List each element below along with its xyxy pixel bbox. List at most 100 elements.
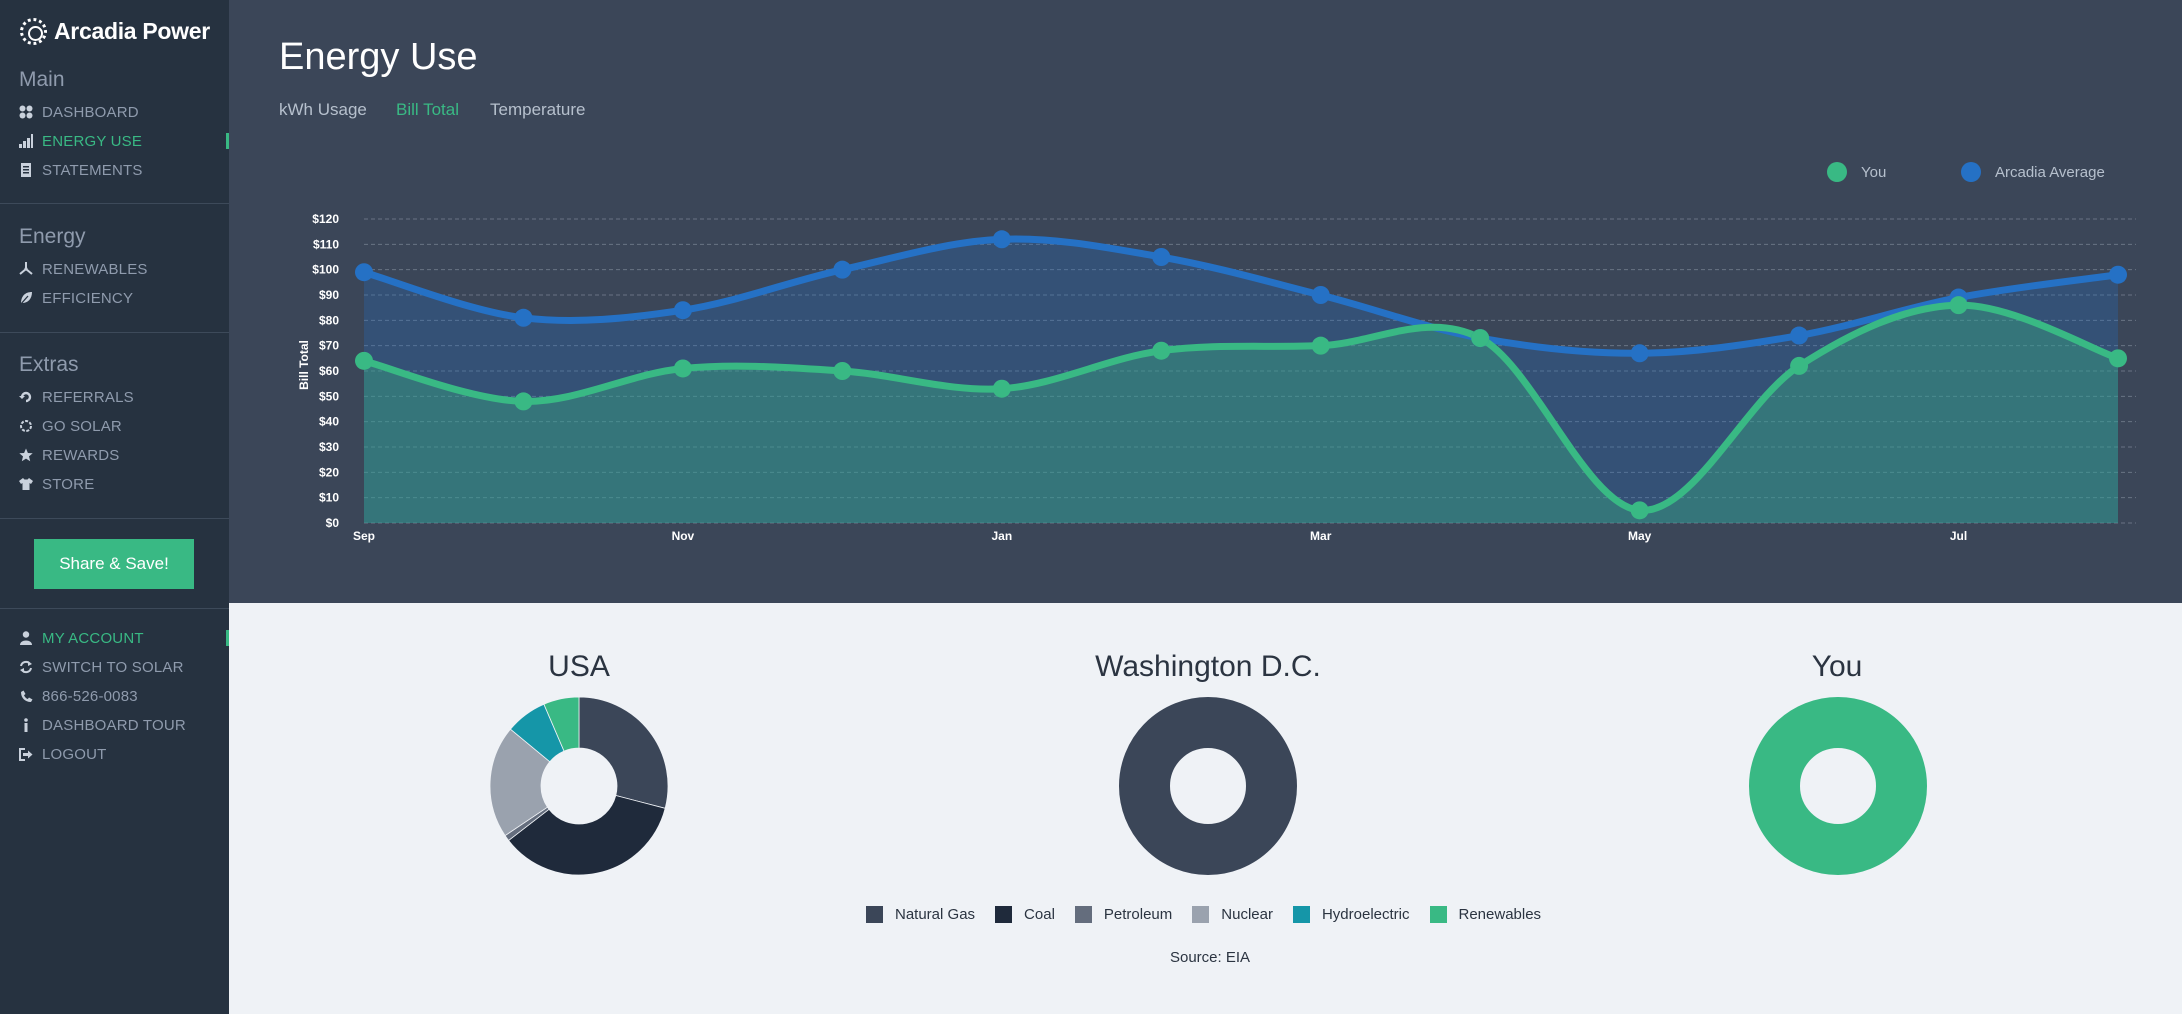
point-you[interactable] [1630,501,1649,520]
point-arcadia-average[interactable] [673,301,692,320]
sidebar-item-energy-use[interactable]: ENERGY USE [19,130,229,152]
sidebar-item-rewards[interactable]: REWARDS [19,444,229,466]
point-arcadia-average[interactable] [1630,344,1649,363]
sidebar-item-label: STORE [42,475,95,493]
series-areas [364,238,2118,524]
legend-swatch-nuclear [1192,906,1210,923]
sidebar-item-label: GO SOLAR [42,417,122,435]
x-tick-label: Nov [672,529,695,543]
legend-label: Petroleum [1103,906,1173,923]
legend-swatch-petroleum [1074,906,1092,923]
y-tick-label: $100 [312,263,339,277]
tab-bill-total[interactable]: Bill Total [396,100,459,119]
logout-icon [19,747,33,761]
switch-arrows-icon [19,660,33,674]
sidebar-item-renewables[interactable]: RENEWABLES [19,258,229,280]
sidebar: Arcadia Power Main DASHBOARD ENERGY USE … [0,0,229,1014]
sidebar-item-phone[interactable]: 866-526-0083 [19,685,229,707]
wind-turbine-icon [19,262,33,276]
y-tick-label: $30 [319,440,339,454]
x-tick-label: Jan [991,529,1012,543]
sidebar-item-label: REFERRALS [42,388,134,406]
y-tick-label: $120 [312,212,339,226]
pie-title-you: You [1811,650,1863,683]
bill-total-chart: $0 $10 $20 $30 $40 $50 $60 $70 $80 $90 $100 $110 $12… [297,212,2136,543]
point-arcadia-average[interactable] [833,260,852,279]
section-title-energy: Energy [19,225,86,248]
x-tick-label: Jul [1950,529,1967,543]
point-you[interactable] [992,379,1011,398]
y-tick-label: $60 [319,364,339,378]
arcadia-logo-icon [20,18,47,45]
sidebar-item-referrals[interactable]: REFERRALS [19,386,229,408]
legend-you[interactable]: You [1827,162,1886,182]
leaf-icon [19,291,33,305]
sidebar-item-label: RENEWABLES [42,260,148,278]
page-title: Energy Use [279,36,478,78]
legend-swatch-renewables [1429,906,1447,923]
point-arcadia-average[interactable] [992,230,1011,249]
tab-kwh-usage[interactable]: kWh Usage [279,100,367,119]
legend-label: Arcadia Average [1995,163,2105,181]
sidebar-item-statements[interactable]: STATEMENTS [19,159,229,181]
y-tick-label: $90 [319,288,339,302]
point-you[interactable] [833,362,852,380]
legend-label: Renewables [1458,906,1542,923]
share-and-save-button[interactable]: Share & Save! [34,539,194,589]
area-arcadia-average [364,238,2118,524]
sidebar-item-logout[interactable]: LOGOUT [19,743,229,765]
legend-item-natural-gas: Natural Gas [866,906,975,923]
sidebar-item-label: MY ACCOUNT [42,629,144,647]
sidebar-item-switch-to-solar[interactable]: SWITCH TO SOLAR [19,656,229,678]
point-arcadia-average[interactable] [2109,265,2127,284]
point-arcadia-average[interactable] [1311,286,1330,304]
source-note: Source: EIA [1169,949,1251,966]
point-you[interactable] [1311,336,1330,355]
sidebar-item-dashboard[interactable]: DASHBOARD [19,101,229,123]
sidebar-divider [0,608,229,609]
section-title-extras: Extras [19,353,79,376]
sidebar-divider [0,518,229,519]
point-you[interactable] [673,359,692,378]
line-arcadia-average [363,235,2119,357]
point-you[interactable] [1471,329,1490,348]
legend-swatch-you [1827,162,1847,182]
point-you[interactable] [1152,341,1171,360]
point-you[interactable] [2109,349,2127,368]
sidebar-item-go-solar[interactable]: GO SOLAR [19,415,229,437]
point-you[interactable] [355,351,373,370]
point-arcadia-average[interactable] [1790,326,1809,345]
tshirt-icon [19,477,33,491]
sidebar-item-dashboard-tour[interactable]: DASHBOARD TOUR [19,714,229,736]
sidebar-item-label: 866-526-0083 [42,687,138,705]
point-arcadia-average[interactable] [355,263,373,282]
legend-swatch-coal [995,906,1013,923]
point-you[interactable] [1790,356,1809,375]
sidebar-item-label: DASHBOARD [42,103,139,121]
pie-title-usa: USA [548,650,610,683]
legend-item-renewables: Renewables [1429,906,1542,923]
brand-name: Arcadia Power [54,18,210,44]
sidebar-item-efficiency[interactable]: EFFICIENCY [19,287,229,309]
tab-temperature[interactable]: Temperature [490,100,586,119]
user-icon [19,631,33,645]
y-axis-ticks: $0 $10 $20 $30 $40 $50 $60 $70 $80 $90 $100 $110 $12… [312,212,339,530]
x-tick-label: Sep [353,529,375,543]
dashboard-grid-icon [19,105,33,119]
y-tick-label: $0 [326,516,340,530]
point-you[interactable] [1949,296,1968,315]
section-title-main: Main [19,68,65,91]
document-icon [19,163,33,177]
legend-arcadia-average[interactable]: Arcadia Average [1961,162,2105,182]
sidebar-item-store[interactable]: STORE [19,473,229,495]
area-you [364,305,2118,523]
series-points [355,230,2127,520]
brand-logo[interactable]: Arcadia Power [20,18,210,45]
sidebar-divider [0,203,229,204]
point-arcadia-average[interactable] [514,308,533,327]
sidebar-item-my-account[interactable]: MY ACCOUNT [19,627,229,649]
active-indicator [226,133,229,149]
point-you[interactable] [514,392,533,411]
point-arcadia-average[interactable] [1152,248,1171,266]
legend-item-petroleum: Petroleum [1074,906,1173,923]
